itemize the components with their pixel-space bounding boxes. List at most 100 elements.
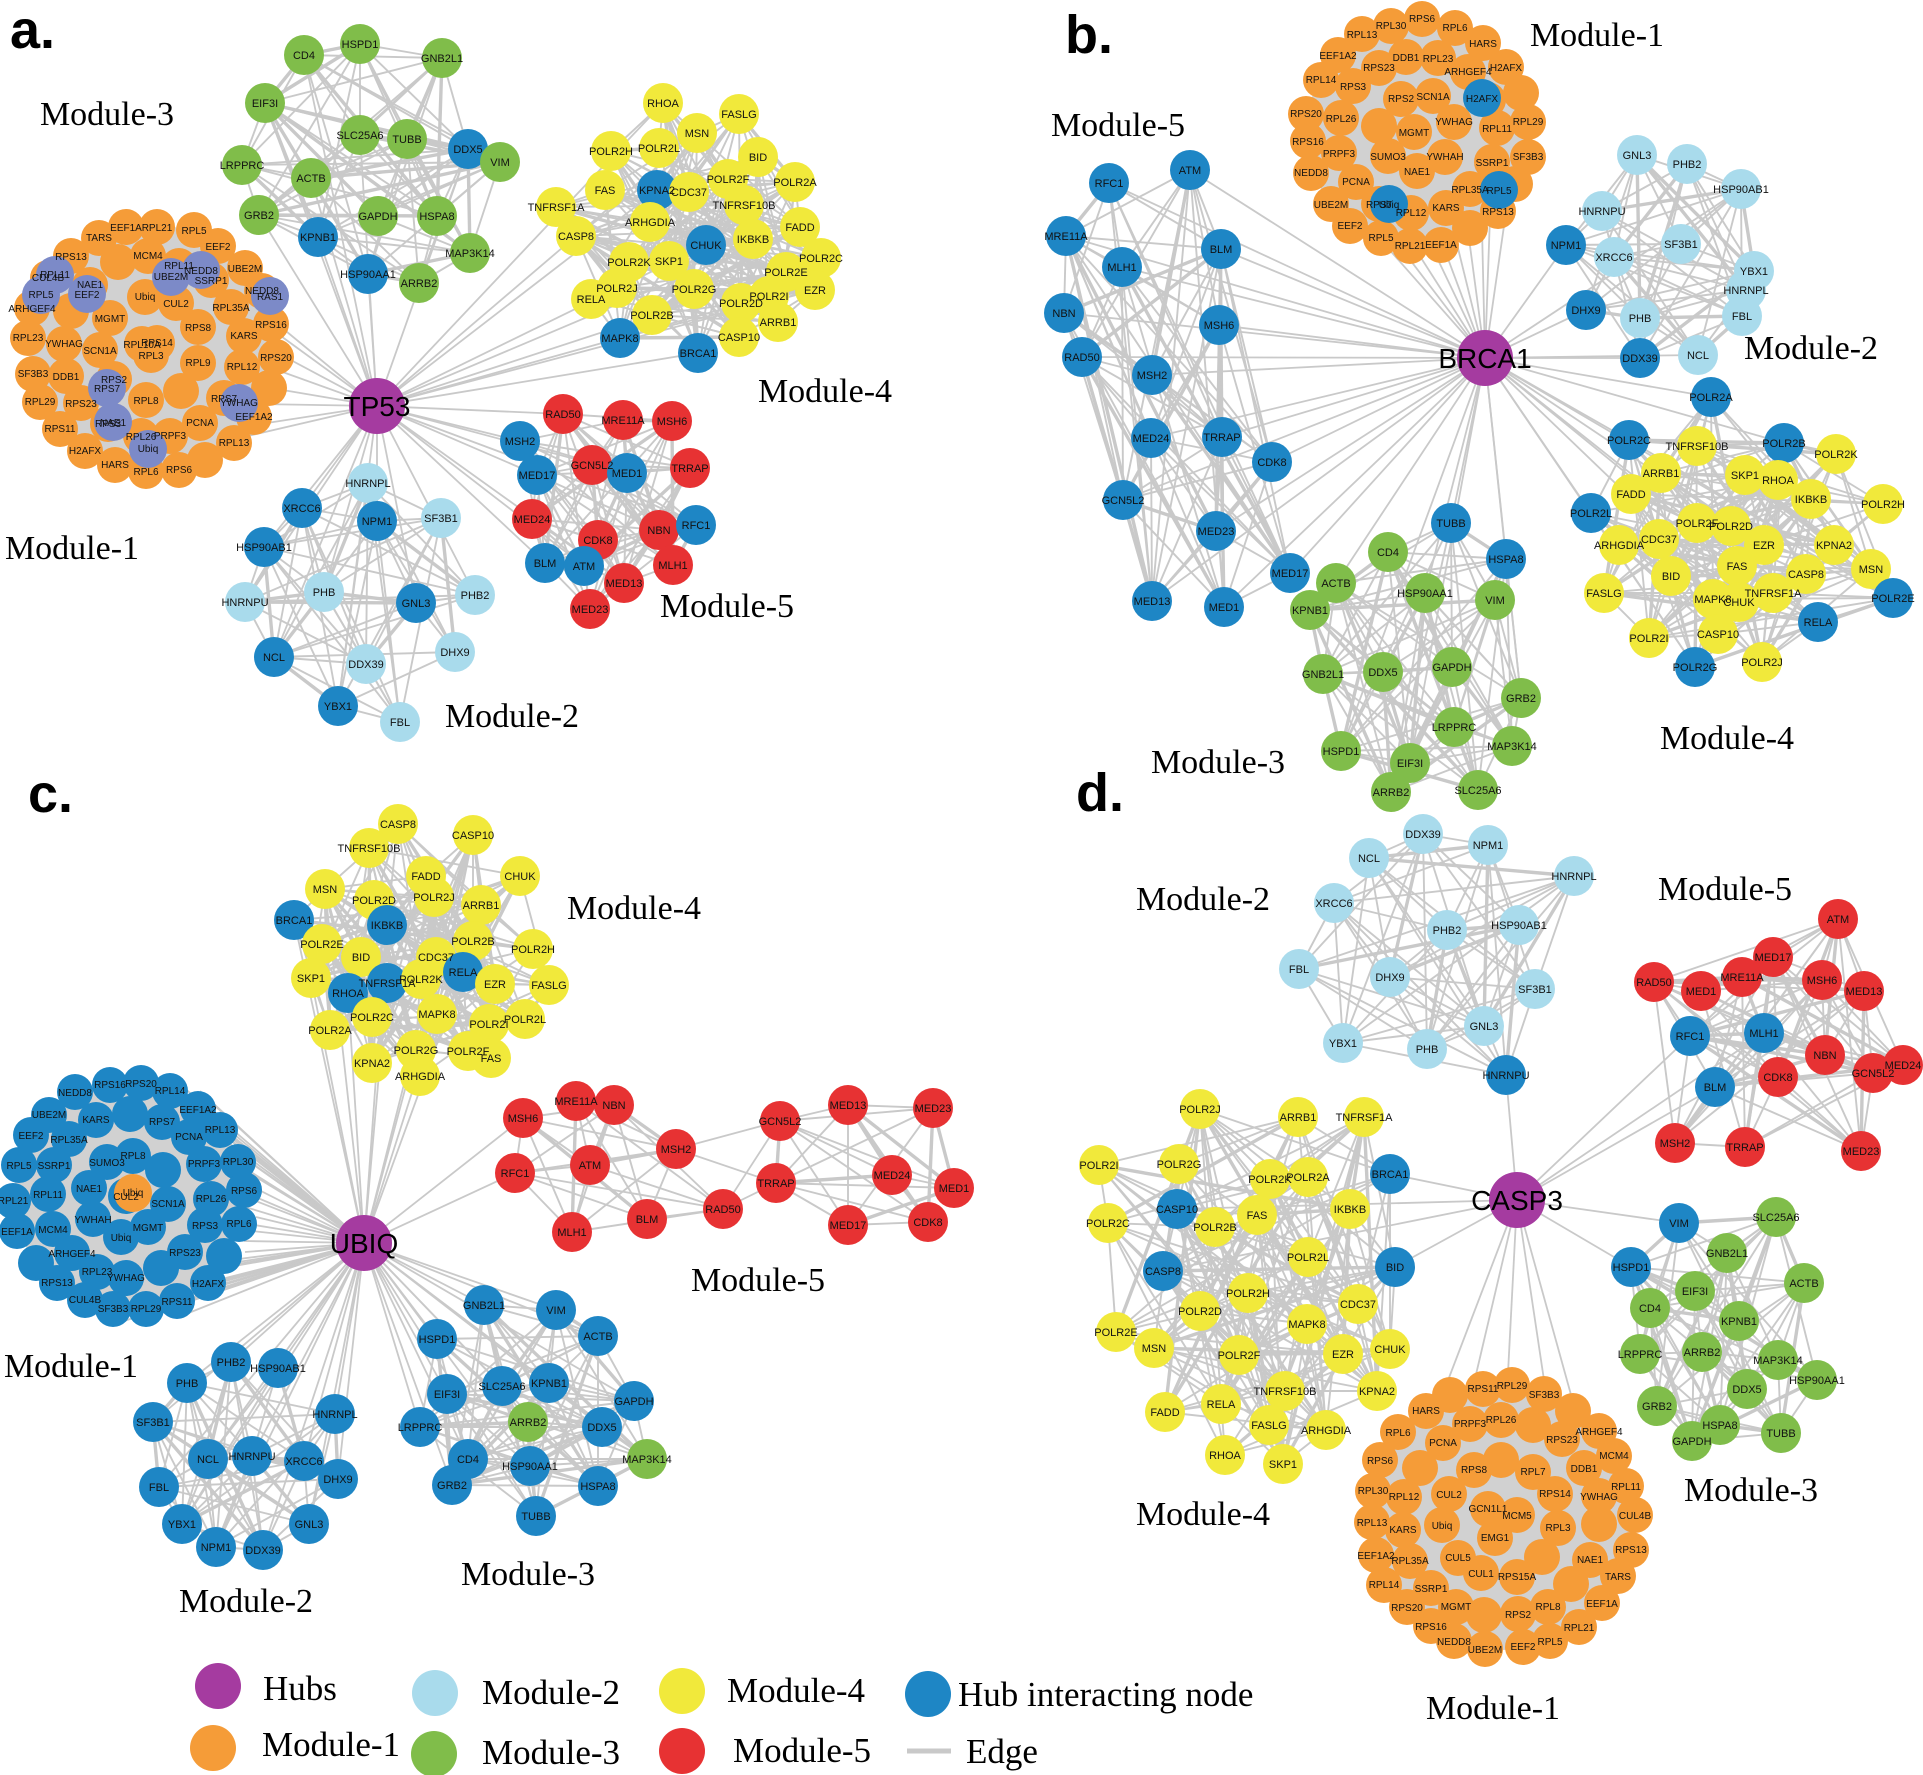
svg-text:HSPD1: HSPD1 <box>1323 746 1360 758</box>
svg-text:GCN5L2: GCN5L2 <box>1852 1068 1895 1080</box>
svg-text:RPL11: RPL11 <box>164 261 194 272</box>
svg-text:HARS: HARS <box>1469 39 1497 50</box>
svg-text:RPS3: RPS3 <box>95 419 122 430</box>
svg-text:ACTB: ACTB <box>583 1331 612 1343</box>
svg-text:RPL8: RPL8 <box>133 396 158 407</box>
svg-text:NAE1: NAE1 <box>1404 167 1431 178</box>
svg-text:RPL8: RPL8 <box>1535 1602 1560 1613</box>
svg-text:SKP1: SKP1 <box>1731 470 1759 482</box>
svg-text:SCN1A: SCN1A <box>151 1199 185 1210</box>
svg-text:HSPA8: HSPA8 <box>1702 1420 1737 1432</box>
svg-text:ARHGEF4: ARHGEF4 <box>48 1249 96 1260</box>
svg-text:TNFRSF10B: TNFRSF10B <box>1666 441 1729 453</box>
svg-text:FADD: FADD <box>1150 1407 1179 1419</box>
svg-text:CDK8: CDK8 <box>1257 457 1286 469</box>
svg-text:MED1: MED1 <box>612 468 643 480</box>
svg-text:POLR2F: POLR2F <box>1676 518 1719 530</box>
svg-text:CDC37: CDC37 <box>1340 1299 1376 1311</box>
svg-text:MGMT: MGMT <box>1441 1602 1472 1613</box>
svg-text:ARRB2: ARRB2 <box>510 1417 547 1429</box>
svg-text:RPL26: RPL26 <box>126 432 157 443</box>
svg-text:MCM5: MCM5 <box>1502 1511 1532 1522</box>
svg-text:POLR2A: POLR2A <box>1286 1172 1330 1184</box>
svg-text:Module-5: Module-5 <box>1051 107 1185 144</box>
svg-text:YWHAG: YWHAG <box>1580 1492 1618 1503</box>
svg-text:RPL21: RPL21 <box>1564 1623 1595 1634</box>
svg-text:NBN: NBN <box>1813 1050 1836 1062</box>
svg-text:HSP90AB1: HSP90AB1 <box>1713 184 1769 196</box>
svg-text:MLH1: MLH1 <box>557 1227 586 1239</box>
svg-text:RPL9: RPL9 <box>185 358 210 369</box>
svg-text:RPS20: RPS20 <box>1290 109 1322 120</box>
svg-text:VIM: VIM <box>1669 1218 1689 1230</box>
svg-text:GNB2L1: GNB2L1 <box>1706 1248 1748 1260</box>
svg-text:BLM: BLM <box>1210 244 1233 256</box>
svg-text:POLR2G: POLR2G <box>394 1045 439 1057</box>
svg-text:TRRAP: TRRAP <box>1726 1142 1763 1154</box>
svg-text:RFC1: RFC1 <box>682 520 711 532</box>
svg-text:PHB: PHB <box>1416 1044 1439 1056</box>
svg-text:CASP10: CASP10 <box>1156 1204 1198 1216</box>
svg-text:MRE11A: MRE11A <box>601 415 645 427</box>
svg-text:Module-4: Module-4 <box>567 890 701 927</box>
svg-text:NBN: NBN <box>647 525 670 537</box>
svg-text:RPS15A: RPS15A <box>1498 1572 1537 1583</box>
svg-text:FBL: FBL <box>390 717 410 729</box>
svg-text:IKBKB: IKBKB <box>737 234 769 246</box>
svg-text:MAP3K14: MAP3K14 <box>1753 1355 1803 1367</box>
svg-text:NAE1: NAE1 <box>77 280 104 291</box>
svg-text:RFC1: RFC1 <box>501 1168 530 1180</box>
svg-text:DDX5: DDX5 <box>453 144 482 156</box>
svg-text:MED24: MED24 <box>1133 433 1170 445</box>
svg-text:NCL: NCL <box>263 652 285 664</box>
svg-text:Module-3: Module-3 <box>461 1556 595 1593</box>
svg-text:RPS16: RPS16 <box>255 320 287 331</box>
svg-text:Module-1: Module-1 <box>1426 1690 1560 1727</box>
svg-text:RPL5: RPL5 <box>1486 186 1511 197</box>
svg-text:SCN1A: SCN1A <box>83 346 117 357</box>
svg-text:MED24: MED24 <box>1885 1060 1922 1072</box>
svg-text:DDB1: DDB1 <box>53 372 80 383</box>
svg-text:TNFRSF10B: TNFRSF10B <box>338 843 401 855</box>
svg-text:PRPF3: PRPF3 <box>188 1159 221 1170</box>
svg-text:RPS6: RPS6 <box>166 465 193 476</box>
svg-text:POLR2H: POLR2H <box>511 944 555 956</box>
svg-text:RPL26: RPL26 <box>196 1194 227 1205</box>
svg-text:MSN: MSN <box>685 128 710 140</box>
svg-text:HARS: HARS <box>1412 1406 1440 1417</box>
svg-text:CASP8: CASP8 <box>380 819 416 831</box>
svg-text:BLM: BLM <box>636 1214 659 1226</box>
svg-text:GNB2L1: GNB2L1 <box>421 53 463 65</box>
svg-text:SLC25A6: SLC25A6 <box>1454 785 1501 797</box>
svg-text:Module-1: Module-1 <box>1530 17 1664 54</box>
svg-text:KARS: KARS <box>82 1115 110 1126</box>
svg-text:EEF2: EEF2 <box>18 1131 43 1142</box>
svg-text:HSPD1: HSPD1 <box>342 39 379 51</box>
svg-text:HNRNPU: HNRNPU <box>221 597 268 609</box>
svg-text:SF3B1: SF3B1 <box>1518 984 1552 996</box>
svg-text:RPS11: RPS11 <box>1468 1384 1499 1395</box>
svg-text:ARRB2: ARRB2 <box>1684 1347 1721 1359</box>
svg-text:YWHAG: YWHAG <box>45 339 83 350</box>
svg-text:MSH2: MSH2 <box>1137 370 1168 382</box>
svg-text:MED13: MED13 <box>830 1100 867 1112</box>
svg-text:ACTB: ACTB <box>1321 578 1350 590</box>
svg-text:PHB2: PHB2 <box>461 590 490 602</box>
svg-text:EIF3I: EIF3I <box>434 1389 460 1401</box>
svg-text:POLR2J: POLR2J <box>1179 1104 1221 1116</box>
svg-text:POLR2E: POLR2E <box>300 939 343 951</box>
svg-text:MGMT: MGMT <box>95 314 126 325</box>
svg-text:SSRP1: SSRP1 <box>1476 158 1509 169</box>
svg-text:RPL35A: RPL35A <box>50 1135 88 1146</box>
svg-text:RPS3: RPS3 <box>1340 82 1367 93</box>
svg-text:LRPPRC: LRPPRC <box>1618 1349 1663 1361</box>
svg-text:ARRB2: ARRB2 <box>401 278 438 290</box>
svg-text:RPL11: RPL11 <box>40 270 70 281</box>
svg-text:RPS20: RPS20 <box>125 1079 157 1090</box>
svg-text:SF3B3: SF3B3 <box>1529 1390 1560 1401</box>
svg-text:MAP3K14: MAP3K14 <box>445 248 495 260</box>
svg-text:TARS: TARS <box>86 233 112 244</box>
svg-text:MSN: MSN <box>1142 1343 1167 1355</box>
svg-text:POLR2A: POLR2A <box>308 1025 352 1037</box>
svg-text:MSH6: MSH6 <box>657 416 688 428</box>
